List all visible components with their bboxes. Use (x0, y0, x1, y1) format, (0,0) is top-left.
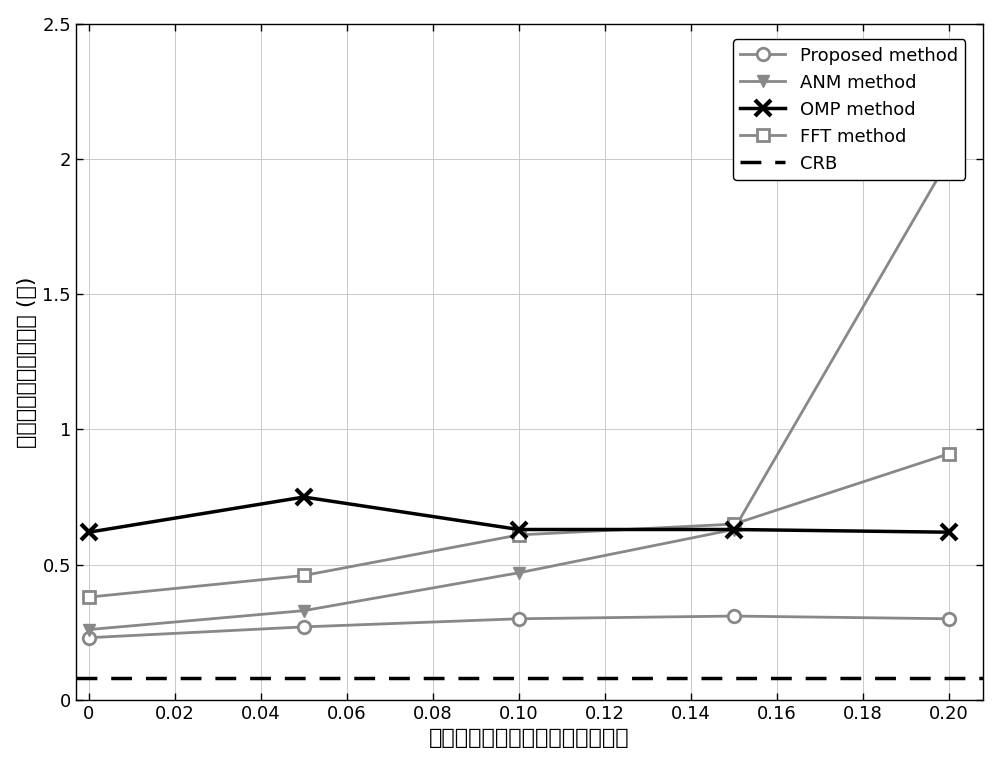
Proposed method (728, 611, 740, 620)
OMP method (83, 528, 95, 537)
OMP method (728, 525, 740, 534)
Proposed method (943, 614, 955, 623)
Line: FFT method: FFT method (83, 448, 954, 603)
FFT method (298, 571, 310, 580)
Proposed method (513, 614, 525, 623)
ANM method (513, 568, 525, 578)
Line: Proposed method: Proposed method (82, 610, 955, 644)
FFT method (83, 593, 95, 602)
FFT method (943, 449, 955, 458)
ANM method (943, 155, 955, 164)
Proposed method (298, 622, 310, 631)
Legend: Proposed method, ANM method, OMP method, FFT method, CRB: Proposed method, ANM method, OMP method,… (733, 40, 965, 180)
ANM method (728, 525, 740, 534)
Y-axis label: 到达角估计均方误差値 (度): 到达角估计均方误差値 (度) (17, 276, 37, 448)
Line: ANM method: ANM method (82, 153, 955, 636)
FFT method (513, 530, 525, 539)
FFT method (728, 519, 740, 529)
ANM method (83, 625, 95, 634)
ANM method (298, 606, 310, 615)
Proposed method (83, 633, 95, 643)
X-axis label: 智能超表面阵元位置变化的标准差: 智能超表面阵元位置变化的标准差 (429, 728, 630, 748)
OMP method (513, 525, 525, 534)
OMP method (943, 528, 955, 537)
Line: OMP method: OMP method (80, 489, 957, 541)
OMP method (298, 493, 310, 502)
